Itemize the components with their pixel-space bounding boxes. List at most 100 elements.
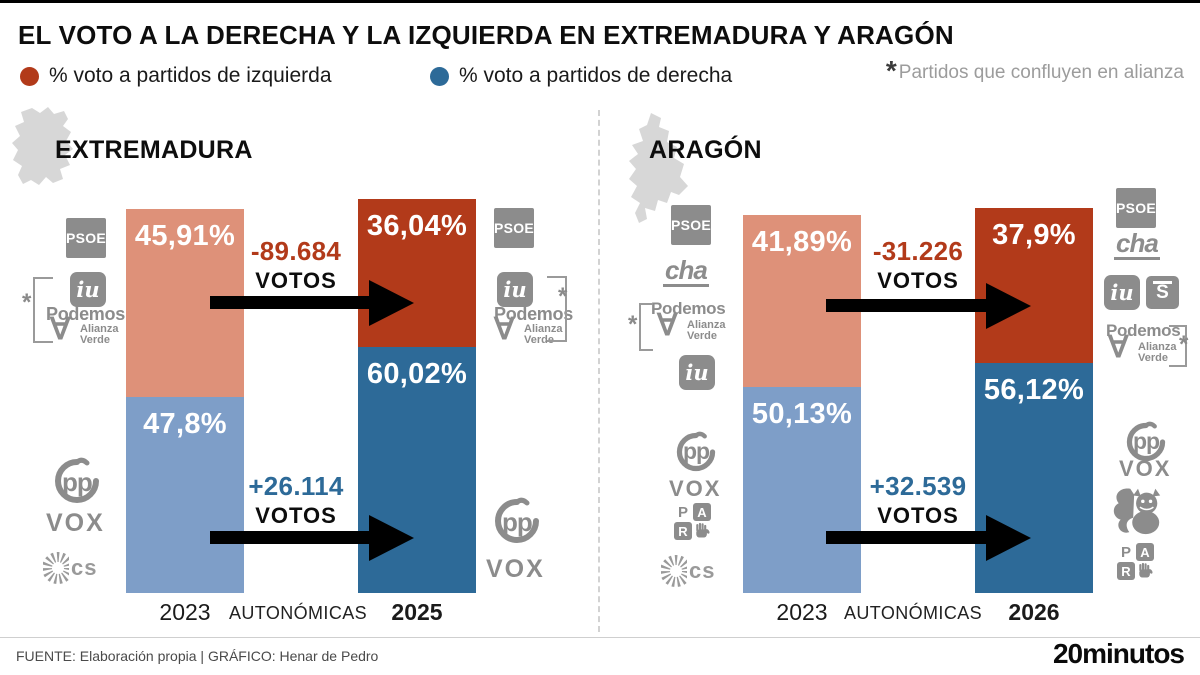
ciudadanos-logo: cs [43,548,97,588]
arrow-izquierda [826,299,987,312]
arrow-derecha [210,531,370,544]
delta-izquierda: -31.226 VOTOS [833,237,1003,295]
cs-fan-icon [661,555,687,587]
axis-year-2023: 2023 [159,599,211,625]
iu-logo: iu [1104,275,1140,310]
cha-logo: cha [663,255,709,287]
alianza-verde-label: Alianza Verde [1138,341,1177,364]
delta-derecha-unit: VOTOS [877,503,959,528]
alianza-verde-logo-icon: ∀ [494,313,515,346]
arrow-izquierda-head-icon [986,283,1031,329]
par-logo: P A R [1117,543,1154,580]
alliance-note: * Partidos que confluyen en alianza [886,57,1184,85]
iu-logo: iu [70,272,106,307]
region-title: ARAGÓN [649,136,762,164]
alianza-verde-label: Alianza Verde [524,323,563,346]
vox-logo: VOX [669,476,722,501]
alianza-verde-logo-icon: ∀ [1108,331,1129,364]
alianza-verde-label: Alianza Verde [80,323,119,346]
hand-icon [1139,562,1153,578]
vox-logo: VOX [1119,456,1172,481]
delta-izquierda-unit: VOTOS [255,268,337,293]
asterisk-icon: * [558,283,568,310]
delta-derecha: +26.114 VOTOS [211,472,381,530]
podemos-logo: Podemos [1106,321,1181,340]
derecha-segment-2023: 47,8% [126,397,244,593]
arrow-izquierda [210,296,370,309]
psoe-logo: PSOE [671,205,711,245]
alliance-bracket [33,277,53,343]
asterisk-icon: * [628,311,638,338]
delta-izquierda-value: -31.226 [872,236,964,266]
pp-logo: pp [1119,421,1181,469]
hand-icon [696,522,710,538]
arrow-derecha [826,531,987,544]
par-logo: P A R [674,503,711,540]
squirrel-logo-icon [1113,488,1161,535]
psoe-logo: PSOE [494,208,534,248]
bar-value-label: 56,12% [983,374,1085,406]
bar-value-label: 36,04% [366,210,468,242]
pp-swoosh-icon [1126,421,1166,462]
x-axis: 2023 AUTONÓMICAS 2025 [0,599,598,629]
pp-logo: pp [46,457,108,505]
delta-izquierda: -89.684 VOTOS [211,237,381,295]
bar-value-label: 41,89% [751,226,853,258]
delta-derecha-value: +32.539 [869,471,967,501]
iu-logo: iu [679,355,715,390]
asterisk-icon: * [885,55,897,86]
podemos-logo: Podemos [46,304,125,324]
axis-year-2023: 2023 [776,599,828,625]
delta-derecha: +32.539 VOTOS [833,472,1003,530]
axis-year-2025: 2025 [391,599,443,625]
vox-logo: VOX [486,555,545,583]
left-bloc-dot-icon [20,66,39,86]
pp-logo: pp [486,497,548,545]
pp-swoosh-icon [55,457,99,503]
bar-value-label: 37,9% [992,219,1076,251]
legend-izquierda-label: % voto a partidos de izquierda [49,64,332,87]
delta-izquierda-value: -89.684 [250,236,342,266]
bar-value-label: 47,8% [143,408,227,440]
alliance-bracket [547,276,567,342]
podemos-logo: Podemos [494,304,573,324]
pp-logo: pp [669,431,731,479]
page-title: EL VOTO A LA DERECHA Y LA IZQUIERDA EN E… [18,20,954,50]
aragon-map-icon [629,113,688,223]
legend-derecha: % voto a partidos de derecha [430,64,732,88]
panel-aragon: ARAGÓN 41,89% 50,13% 37,9% 56,12% -31.226 V… [601,105,1199,635]
sumar-logo: S [1146,276,1179,309]
vox-logo: VOX [46,509,105,537]
alliance-bracket [1169,325,1187,367]
alliance-bracket [639,303,653,351]
brand-logo: 20minutos [1052,638,1185,669]
alianza-verde-logo-icon: ∀ [50,313,71,346]
iu-logo: iu [497,272,533,307]
top-border [0,0,1200,3]
axis-year-2026: 2026 [1008,599,1060,625]
footer-divider [0,637,1200,638]
legend-derecha-label: % voto a partidos de derecha [459,64,733,87]
bar-value-label: 60,02% [366,358,468,390]
bar-value-label: 45,91% [134,220,236,252]
x-axis: 2023 AUTONÓMICAS 2026 [601,599,1199,629]
axis-mid-label: AUTONÓMICAS [843,603,983,623]
ciudadanos-logo: cs [661,551,715,591]
arrow-derecha-head-icon [369,515,414,561]
alianza-verde-label: Alianza Verde [687,319,726,342]
cs-fan-icon [43,552,69,584]
extremadura-map-icon [12,107,73,185]
sumar-bar-icon [1153,281,1172,284]
panel-divider [598,110,600,632]
right-bloc-dot-icon [430,66,449,86]
pp-swoosh-icon [676,431,716,472]
axis-mid-label: AUTONÓMICAS [228,603,368,623]
panel-extremadura: EXTREMADURA 45,91% 47,8% 36,04% 60,02% -89.… [0,105,598,635]
derecha-segment-2023: 50,13% [743,387,861,593]
delta-izquierda-unit: VOTOS [877,268,959,293]
delta-derecha-value: +26.114 [248,471,344,501]
delta-derecha-unit: VOTOS [255,503,337,528]
psoe-logo: PSOE [66,218,106,258]
alliance-note-text: Partidos que confluyen en alianza [898,62,1184,83]
alianza-verde-logo-icon: ∀ [657,309,678,342]
